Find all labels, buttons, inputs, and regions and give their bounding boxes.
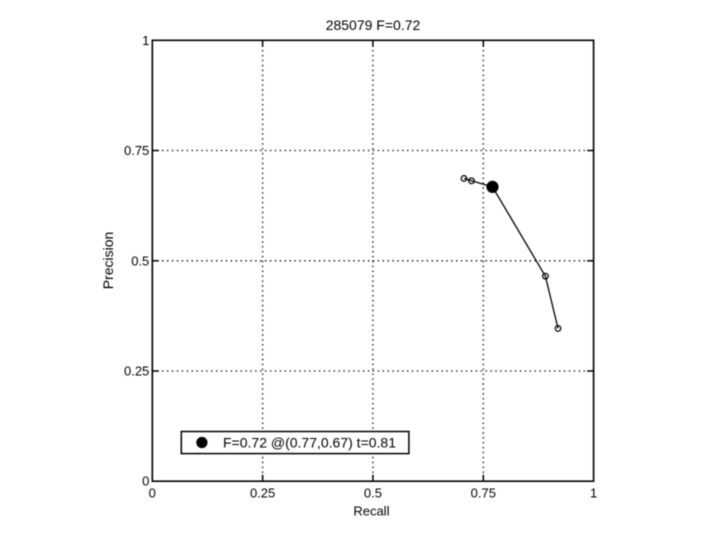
svg-text:285079 F=0.72: 285079 F=0.72 xyxy=(326,17,421,33)
svg-text:1: 1 xyxy=(590,486,597,501)
svg-text:0.75: 0.75 xyxy=(471,486,496,501)
svg-text:Recall: Recall xyxy=(353,504,389,519)
svg-text:0.25: 0.25 xyxy=(124,364,149,379)
svg-text:0.75: 0.75 xyxy=(124,143,149,158)
svg-text:Precision: Precision xyxy=(100,232,116,290)
svg-text:0.25: 0.25 xyxy=(250,486,275,501)
svg-text:1: 1 xyxy=(142,33,149,48)
svg-text:0.5: 0.5 xyxy=(364,486,382,501)
svg-text:0.5: 0.5 xyxy=(131,253,149,268)
svg-text:0: 0 xyxy=(149,486,156,501)
svg-text:0: 0 xyxy=(142,474,149,489)
svg-text:F=0.72 @(0.77,0.67) t=0.81: F=0.72 @(0.77,0.67) t=0.81 xyxy=(223,435,396,451)
